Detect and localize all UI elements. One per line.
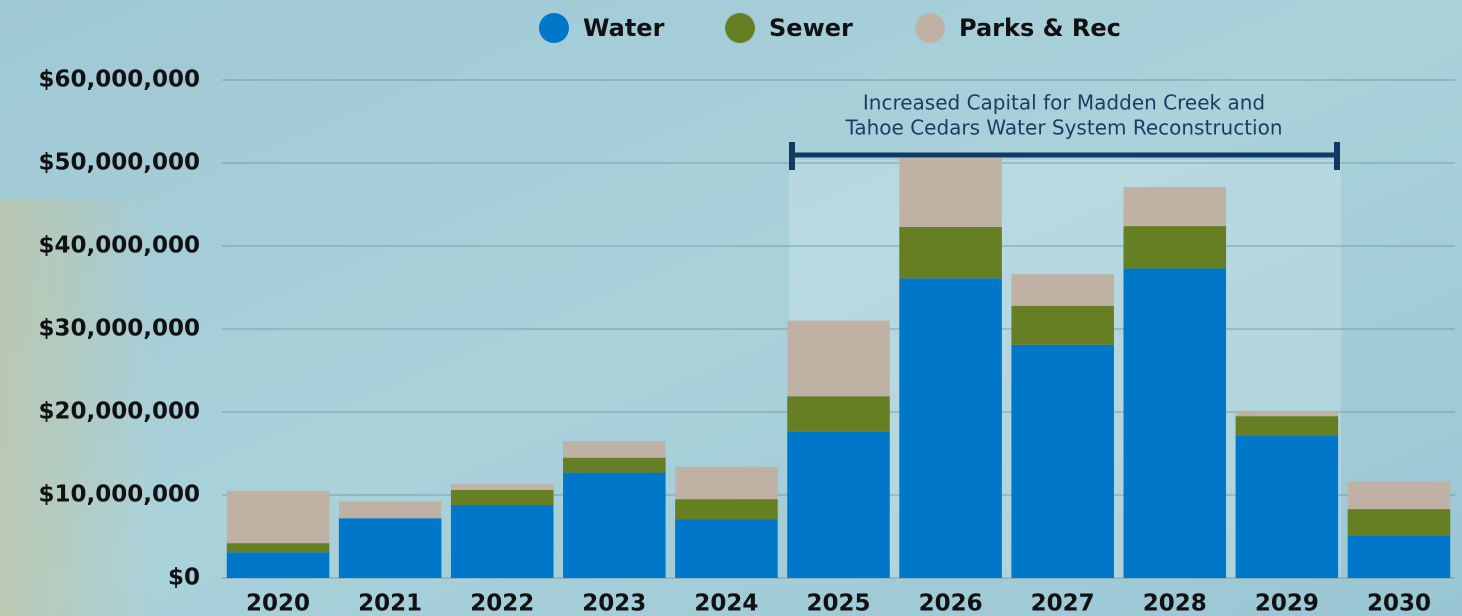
x-tick-label: 2029	[1255, 591, 1319, 616]
legend-label: Parks & Rec	[959, 14, 1121, 42]
bar-segment	[338, 501, 442, 519]
bar-segment	[787, 431, 890, 578]
y-tick-label: $60,000,000	[38, 67, 200, 93]
bar-segment	[1235, 412, 1339, 417]
bar-segment	[450, 504, 554, 578]
bar-segment	[1011, 274, 1114, 306]
bar-segment	[1123, 226, 1227, 269]
bar-segment	[1011, 344, 1114, 578]
x-tick-label: 2027	[1031, 591, 1095, 616]
y-tick-label: $20,000,000	[38, 399, 200, 425]
x-tick-label: 2021	[358, 591, 422, 616]
x-tick-label: 2020	[246, 591, 310, 616]
y-tick-label: $0	[168, 565, 200, 591]
bar-segment	[226, 552, 330, 578]
annotation: Tahoe Cedars Water System Reconstruction	[844, 116, 1282, 140]
y-tick-label: $50,000,000	[38, 150, 200, 176]
y-tick-label: $30,000,000	[38, 316, 200, 342]
bar-segment	[1011, 305, 1114, 345]
x-tick-label: 2028	[1143, 591, 1207, 616]
x-tick-label: 2024	[694, 591, 758, 616]
bar-segment	[563, 441, 666, 458]
bar-segment	[1123, 187, 1227, 227]
bar-segment	[675, 499, 778, 520]
bar-segment	[787, 320, 890, 397]
bar-segment	[675, 466, 778, 500]
bar-segment	[450, 484, 554, 491]
x-tick-label: 2026	[919, 591, 983, 616]
x-tick-label: 2022	[470, 591, 534, 616]
legend-label: Water	[583, 14, 665, 42]
bar-segment	[1347, 509, 1451, 536]
bar-segment	[563, 457, 666, 473]
shore	[0, 200, 160, 616]
bar-segment	[899, 226, 1002, 279]
y-tick-label: $40,000,000	[38, 233, 200, 259]
bars	[226, 158, 1451, 578]
bar-segment	[899, 158, 1002, 227]
annotation: Increased Capital for Madden Creek and	[863, 91, 1265, 115]
legend-swatch	[725, 13, 755, 43]
legend-swatch	[539, 13, 569, 43]
y-tick-label: $10,000,000	[38, 482, 200, 508]
bar-segment	[226, 490, 330, 544]
bar-segment	[1347, 481, 1451, 510]
bar-segment	[1347, 535, 1451, 578]
legend-swatch	[915, 13, 945, 43]
bar-segment	[450, 490, 554, 505]
bar-segment	[338, 518, 442, 578]
x-tick-label: 2025	[806, 591, 870, 616]
bar-segment	[226, 543, 330, 553]
bar-segment	[899, 278, 1002, 578]
legend-label: Sewer	[769, 14, 853, 42]
bar-segment	[1235, 416, 1339, 436]
labels: $0 $10,000,000 $20,000,000 $30,000,000 $40,0…	[38, 67, 1430, 616]
bar-segment	[1235, 435, 1339, 578]
bar-segment	[675, 519, 778, 578]
bar-segment	[1123, 268, 1227, 578]
bar-segment	[787, 396, 890, 432]
x-tick-label: 2030	[1367, 591, 1431, 616]
bar-segment	[563, 472, 666, 578]
x-tick-label: 2023	[582, 591, 646, 616]
